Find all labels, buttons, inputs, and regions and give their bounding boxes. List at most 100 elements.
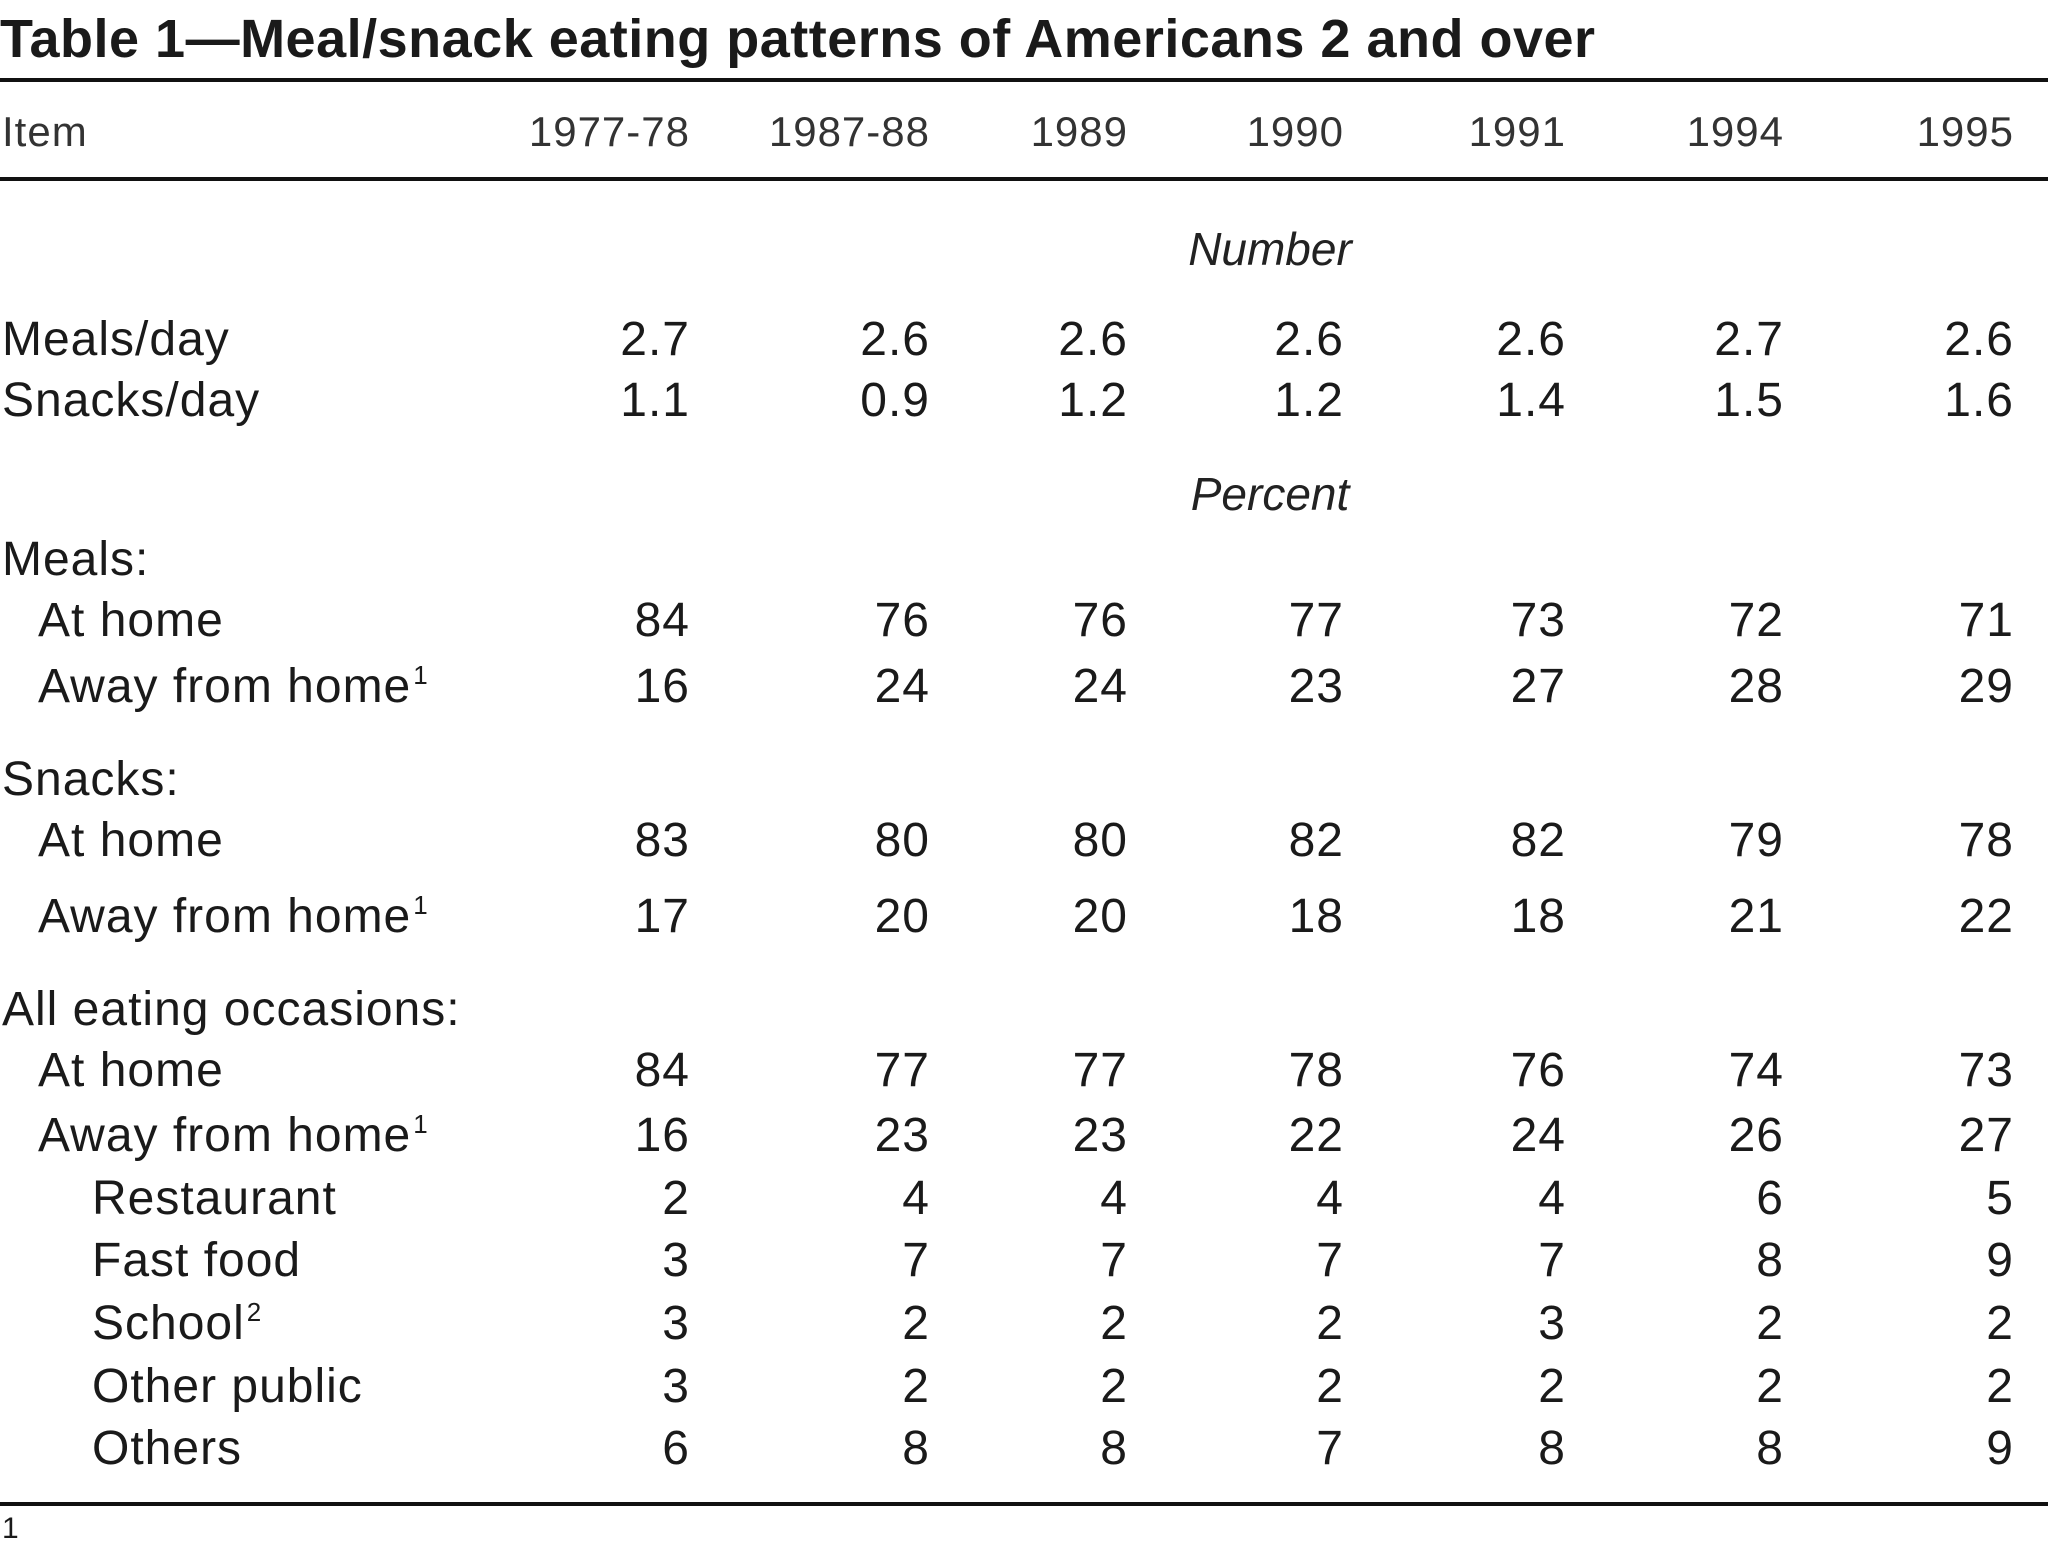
section-label-percent: Percent (1190, 468, 1350, 520)
top-rule (0, 78, 2048, 82)
table-cell-1990: 2.6 (1274, 313, 1344, 366)
bottom-rule (0, 1502, 2048, 1506)
row-label-text: Snacks/day (2, 374, 261, 427)
row-label: Meals: (2, 532, 149, 587)
footnote-ref: 1 (413, 1109, 429, 1139)
column-header-item: Item (2, 108, 88, 155)
table-cell-1977-78: 3 (662, 1234, 690, 1287)
table-cell-1987-88: 4 (902, 1172, 930, 1225)
row-label: Away from home1 (38, 1108, 429, 1163)
table-cell-1990: 22 (1288, 1109, 1344, 1162)
table-cell-1995: 2 (1986, 1297, 2014, 1350)
column-header-1989: 1989 (1030, 108, 1128, 155)
table-row: At home 84 76 76 77 73 72 71 (0, 593, 2048, 653)
row-label-text: Away from home (38, 660, 412, 713)
table-cell-1991: 2.6 (1496, 313, 1566, 366)
table-cell-1990: 77 (1288, 594, 1344, 647)
footnote-mark: 1 (2, 1512, 19, 1545)
column-header-1994: 1994 (1686, 108, 1784, 155)
row-label-text: Others (92, 1422, 243, 1475)
table-cell-1991: 76 (1510, 1044, 1566, 1097)
table-cell-1991: 82 (1510, 814, 1566, 867)
row-label: Snacks: (2, 752, 180, 807)
row-label: Restaurant (92, 1171, 337, 1226)
table-cell-1995: 22 (1958, 890, 2014, 943)
table-cell-1990: 1.2 (1274, 374, 1344, 427)
table-cell-1989: 1.2 (1058, 374, 1128, 427)
table-cell-1991: 8 (1538, 1422, 1566, 1475)
table-cell-1987-88: 2 (902, 1360, 930, 1413)
row-label: Away from home1 (38, 659, 429, 714)
table-cell-1977-78: 1.1 (620, 374, 690, 427)
table-cell-1995: 2 (1986, 1360, 2014, 1413)
table-cell-1994: 26 (1728, 1109, 1784, 1162)
table-row: Others 6 8 8 7 8 8 9 (0, 1421, 2048, 1481)
row-label: School2 (92, 1296, 262, 1351)
table-row: Fast food 3 7 7 7 7 8 9 (0, 1233, 2048, 1293)
table-cell-1994: 79 (1728, 814, 1784, 867)
row-label: Away from home1 (38, 889, 429, 944)
row-label-text: Away from home (38, 890, 412, 943)
table-cell-1989: 80 (1072, 814, 1128, 867)
table-cell-1977-78: 16 (634, 660, 690, 713)
table-cell-1987-88: 77 (874, 1044, 930, 1097)
row-label-text: At home (38, 814, 224, 867)
table-cell-1977-78: 2 (662, 1172, 690, 1225)
table-row: Away from home1 17 20 20 18 18 21 22 (0, 889, 2048, 949)
table-cell-1991: 7 (1538, 1234, 1566, 1287)
table-row: Away from home1 16 24 24 23 27 28 29 (0, 659, 2048, 719)
table-cell-1987-88: 0.9 (860, 374, 930, 427)
table-cell-1994: 2 (1756, 1297, 1784, 1350)
table-cell-1995: 1.6 (1944, 374, 2014, 427)
table-cell-1994: 72 (1728, 594, 1784, 647)
row-label: At home (38, 813, 224, 868)
table-cell-1990: 7 (1316, 1234, 1344, 1287)
row-label-text: Fast food (92, 1234, 302, 1287)
table-row: At home 84 77 77 78 76 74 73 (0, 1043, 2048, 1103)
row-label-text: Meals/day (2, 313, 230, 366)
row-label: Other public (92, 1359, 363, 1414)
row-label-text: At home (38, 594, 224, 647)
table-cell-1995: 71 (1958, 594, 2014, 647)
table-cell-1995: 29 (1958, 660, 2014, 713)
table-row: At home 83 80 80 82 82 79 78 (0, 813, 2048, 873)
table-cell-1989: 2.6 (1058, 313, 1128, 366)
table-cell-1989: 4 (1100, 1172, 1128, 1225)
table-title: Table 1—Meal/snack eating patterns of Am… (0, 9, 1596, 69)
table-cell-1994: 21 (1728, 890, 1784, 943)
table-cell-1995: 27 (1958, 1109, 2014, 1162)
footnote-ref: 2 (246, 1297, 263, 1327)
table-cell-1991: 24 (1510, 1109, 1566, 1162)
row-label-text: Snacks: (2, 753, 180, 806)
table-row: All eating occasions: (0, 982, 2048, 1042)
table-cell-1991: 3 (1538, 1297, 1566, 1350)
table-row: Meals: (0, 532, 2048, 592)
table-cell-1987-88: 24 (874, 660, 930, 713)
table-cell-1994: 8 (1756, 1422, 1784, 1475)
table-cell-1987-88: 2.6 (860, 313, 930, 366)
table-cell-1977-78: 16 (634, 1109, 690, 1162)
table-cell-1989: 23 (1072, 1109, 1128, 1162)
row-label: Others (92, 1421, 242, 1476)
table-cell-1990: 4 (1316, 1172, 1344, 1225)
table-cell-1995: 2.6 (1944, 313, 2014, 366)
row-label: All eating occasions: (2, 982, 461, 1037)
table-cell-1977-78: 3 (662, 1360, 690, 1413)
column-header-1990: 1990 (1246, 108, 1344, 155)
table-row: Away from home1 16 23 23 22 24 26 27 (0, 1108, 2048, 1168)
row-label: Meals/day (2, 312, 230, 367)
table-cell-1989: 2 (1100, 1360, 1128, 1413)
table-cell-1987-88: 80 (874, 814, 930, 867)
row-label-text: Meals: (2, 533, 150, 586)
table-cell-1977-78: 2.7 (620, 313, 690, 366)
table-cell-1977-78: 3 (662, 1297, 690, 1350)
table-cell-1989: 77 (1072, 1044, 1128, 1097)
table-cell-1989: 7 (1100, 1234, 1128, 1287)
table-cell-1994: 6 (1756, 1172, 1784, 1225)
column-header-1987-88: 1987-88 (768, 108, 930, 155)
table-cell-1990: 82 (1288, 814, 1344, 867)
table-row: Snacks/day 1.1 0.9 1.2 1.2 1.4 1.5 1.6 (0, 373, 2048, 433)
table-cell-1994: 74 (1728, 1044, 1784, 1097)
table-cell-1994: 28 (1728, 660, 1784, 713)
table-cell-1991: 18 (1510, 890, 1566, 943)
